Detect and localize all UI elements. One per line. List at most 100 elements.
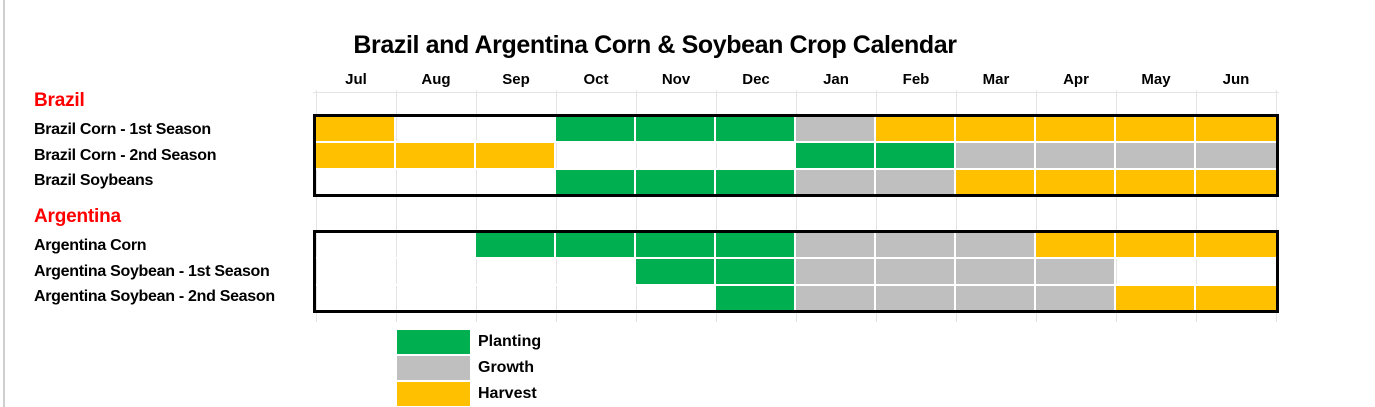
- legend-label: Harvest: [478, 385, 537, 402]
- section-header-argentina: Argentina: [34, 206, 121, 227]
- phase-cell-planting: [636, 117, 716, 142]
- gridline-vertical: [636, 90, 637, 322]
- phase-cell-planting: [716, 117, 796, 142]
- month-label: Jun: [1222, 71, 1250, 88]
- section-header-brazil: Brazil: [34, 90, 85, 111]
- phase-cell-growth: [876, 169, 956, 194]
- phase-cell-planting: [636, 169, 716, 194]
- phase-cell-growth: [1036, 285, 1116, 310]
- gridline-vertical: [796, 90, 797, 322]
- row-label: Argentina Soybean - 2nd Season: [34, 288, 275, 306]
- phase-cell-planting: [476, 233, 556, 258]
- phase-cell-harvest: [1116, 233, 1196, 258]
- phase-cell-empty: [556, 143, 636, 167]
- phase-cell-empty: [476, 286, 556, 310]
- phase-cell-planting: [556, 233, 636, 258]
- phase-cell-growth: [796, 117, 876, 142]
- phase-cell-harvest: [1116, 117, 1196, 142]
- phase-cell-growth: [1116, 143, 1196, 168]
- phase-cell-growth: [1036, 259, 1116, 284]
- row-label: Brazil Corn - 2nd Season: [34, 146, 217, 164]
- month-label: Nov: [661, 71, 691, 88]
- gridline-vertical: [1036, 90, 1037, 322]
- phase-cell-harvest: [1196, 233, 1276, 258]
- month-label: Aug: [421, 71, 451, 88]
- month-label: Feb: [902, 71, 930, 88]
- crop-table-brazil: [313, 114, 1279, 197]
- gridline-vertical: [476, 90, 477, 322]
- phase-cell-growth: [956, 143, 1036, 168]
- month-label: Sep: [502, 71, 530, 88]
- table-row: [316, 285, 1276, 310]
- legend-swatch-harvest: [397, 382, 470, 406]
- phase-cell-empty: [636, 286, 716, 310]
- legend-label: Planting: [478, 333, 542, 350]
- phase-cell-harvest: [956, 117, 1036, 142]
- crop-table-argentina: [313, 230, 1279, 313]
- phase-cell-harvest: [316, 143, 396, 168]
- phase-cell-harvest: [876, 117, 956, 142]
- month-label: Apr: [1063, 71, 1089, 88]
- phase-cell-planting: [716, 233, 796, 258]
- phase-cell-harvest: [1036, 233, 1116, 258]
- legend-label: Growth: [478, 359, 534, 376]
- phase-cell-empty: [316, 259, 396, 283]
- phase-cell-growth: [956, 285, 1036, 310]
- gridline-vertical: [1276, 90, 1277, 322]
- gridline-vertical: [1196, 90, 1197, 322]
- table-row: [316, 143, 1276, 170]
- phase-cell-harvest: [1196, 117, 1276, 142]
- chart-title: Brazil and Argentina Corn & Soybean Crop…: [353, 31, 957, 59]
- phase-cell-harvest: [1196, 169, 1276, 194]
- phase-cell-harvest: [476, 143, 556, 168]
- phase-cell-planting: [796, 143, 876, 168]
- phase-cell-growth: [796, 233, 876, 258]
- month-label: May: [1141, 71, 1171, 88]
- legend-swatch-planting: [397, 330, 470, 354]
- phase-cell-growth: [796, 169, 876, 194]
- gridline-vertical: [876, 90, 877, 322]
- phase-cell-growth: [796, 259, 876, 284]
- month-label: Oct: [583, 71, 609, 88]
- phase-cell-empty: [556, 259, 636, 283]
- gridline-vertical: [956, 90, 957, 322]
- phase-cell-growth: [876, 285, 956, 310]
- phase-cell-empty: [476, 117, 556, 141]
- phase-cell-empty: [556, 286, 636, 310]
- month-label: Dec: [742, 71, 770, 88]
- screen-edge-divider: [3, 0, 5, 407]
- phase-cell-growth: [876, 233, 956, 258]
- phase-cell-planting: [876, 143, 956, 168]
- month-label: Jan: [823, 71, 849, 88]
- phase-cell-growth: [956, 259, 1036, 284]
- phase-cell-planting: [636, 259, 716, 284]
- phase-cell-empty: [476, 170, 556, 194]
- phase-cell-empty: [316, 233, 396, 257]
- phase-cell-growth: [1036, 143, 1116, 168]
- row-label: Argentina Soybean - 1st Season: [34, 262, 270, 280]
- phase-cell-planting: [716, 259, 796, 284]
- phase-cell-growth: [796, 285, 876, 310]
- phase-cell-harvest: [956, 169, 1036, 194]
- table-row: [316, 259, 1276, 286]
- month-label: Jul: [345, 71, 367, 88]
- phase-cell-empty: [316, 286, 396, 310]
- phase-cell-planting: [556, 117, 636, 142]
- phase-cell-empty: [716, 143, 796, 167]
- phase-cell-empty: [1116, 259, 1196, 283]
- phase-cell-empty: [636, 143, 716, 167]
- table-row: [316, 233, 1276, 260]
- phase-cell-growth: [876, 259, 956, 284]
- phase-cell-planting: [636, 233, 716, 258]
- phase-cell-empty: [476, 259, 556, 283]
- phase-cell-empty: [396, 170, 476, 194]
- phase-cell-empty: [396, 117, 476, 141]
- phase-cell-harvest: [1036, 117, 1116, 142]
- legend-swatch-growth: [397, 356, 470, 380]
- phase-cell-empty: [396, 286, 476, 310]
- table-row: [316, 117, 1276, 144]
- phase-cell-planting: [716, 285, 796, 310]
- phase-cell-empty: [1196, 259, 1276, 283]
- row-label: Brazil Soybeans: [34, 172, 154, 190]
